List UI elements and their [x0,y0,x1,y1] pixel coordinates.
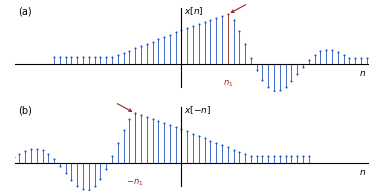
Text: $n_1$: $n_1$ [223,79,233,89]
Text: (b): (b) [18,106,32,116]
Text: $-n_1$: $-n_1$ [126,178,144,188]
Text: $n$: $n$ [359,168,366,177]
Text: $x[-n]$: $x[-n]$ [184,104,211,116]
Text: (a): (a) [18,7,31,17]
Text: $n$: $n$ [359,69,366,78]
Text: $x[n]$: $x[n]$ [184,5,204,17]
